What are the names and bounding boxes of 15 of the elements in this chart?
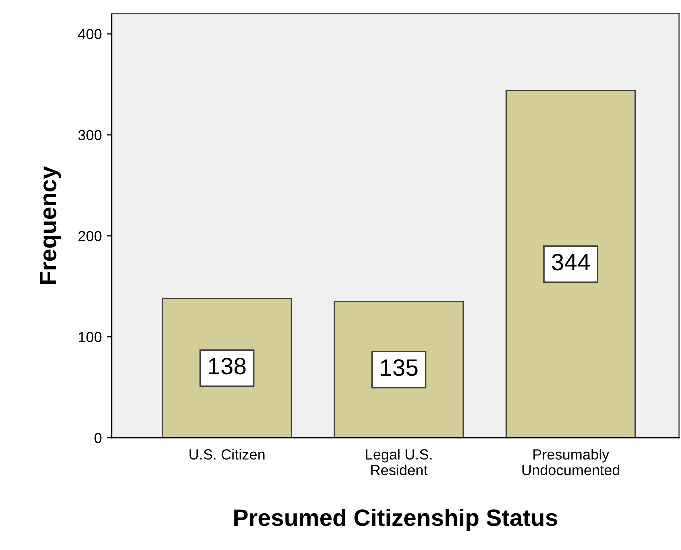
bar (162, 298, 292, 438)
data-label: 344 (552, 254, 590, 271)
x-tick-label: Legal U.S. Resident (366, 449, 432, 476)
bar (506, 90, 636, 438)
data-label: 138 (209, 358, 246, 375)
y-tick-label: 0 (94, 433, 102, 444)
x-tick-label: Presumably Undocumented (522, 449, 620, 476)
x-axis-title: Presumed Citizenship Status (234, 508, 558, 531)
y-tick-label: 200 (78, 231, 102, 242)
y-tick-label: 300 (78, 130, 102, 141)
y-tick-label: 100 (79, 332, 102, 342)
data-label: 135 (381, 359, 418, 376)
y-tick-label: 400 (78, 29, 102, 40)
x-tick-label: U.S. Citizen (190, 449, 265, 460)
y-axis-title: Frequency (40, 166, 62, 284)
